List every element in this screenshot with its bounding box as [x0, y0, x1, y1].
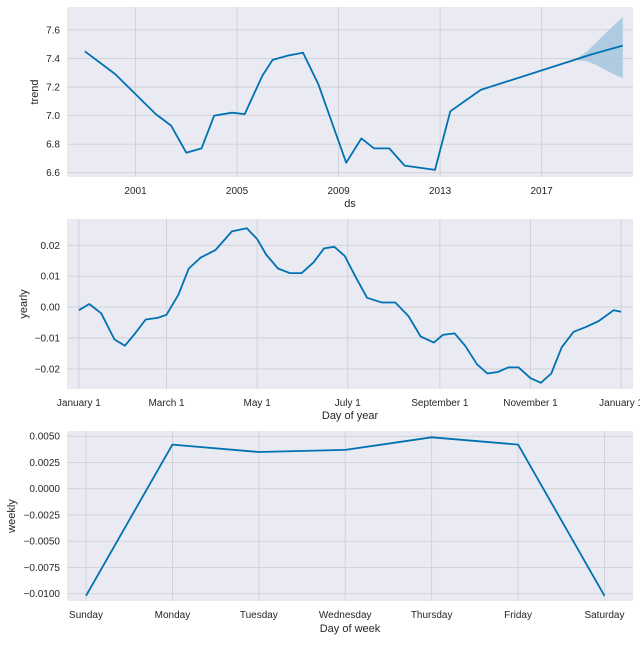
yearly-x-tick-label: January 1	[599, 398, 640, 409]
yearly-x-tick-label: March 1	[148, 398, 185, 409]
weekly-panel: Sunday Monday Tuesday Wednesday Thursday Frid…	[6, 431, 633, 635]
yearly-x-gridlines	[78, 219, 622, 389]
weekly-y-tick-label: −0.0050	[24, 537, 61, 548]
weekly-x-tick-label: Wednesday	[319, 610, 372, 621]
trend-y-gridlines	[67, 29, 633, 174]
weekly-x-gridlines	[85, 431, 605, 601]
weekly-x-tick-label: Tuesday	[240, 610, 278, 621]
yearly-y-tick-label: −0.01	[35, 334, 61, 345]
yearly-plot-area	[67, 219, 633, 389]
weekly-x-tick-label: Friday	[504, 610, 532, 621]
yearly-x-tick-label: May 1	[244, 398, 272, 409]
trend-y-tick-label: 7.0	[46, 111, 60, 122]
trend-x-ticks: 2001 2005 2009 2013 2017	[124, 186, 553, 197]
yearly-y-tick-label: 0.02	[41, 241, 61, 252]
trend-plot-area	[67, 7, 633, 177]
trend-x-tick-label: 2013	[429, 186, 452, 197]
yearly-y-tick-label: −0.02	[35, 364, 61, 375]
trend-x-tick-label: 2017	[531, 186, 554, 197]
trend-x-tick-label: 2001	[124, 186, 147, 197]
weekly-x-tick-label: Monday	[155, 610, 191, 621]
weekly-x-axis-label: Day of week	[320, 623, 381, 635]
trend-y-tick-label: 7.6	[46, 25, 60, 36]
trend-panel: 2001 2005 2009 2013 2017 6.66.87.07.27.47.6 …	[29, 7, 633, 210]
yearly-panel: January 1 March 1 May 1 July 1 September 1 No…	[18, 219, 640, 422]
yearly-x-axis-label: Day of year	[322, 410, 379, 422]
weekly-y-tick-label: 0.0000	[29, 484, 60, 495]
trend-x-tick-label: 2009	[327, 186, 350, 197]
trend-line	[84, 44, 624, 171]
yearly-x-tick-label: January 1	[57, 398, 101, 409]
yearly-x-ticks: January 1 March 1 May 1 July 1 September 1 No…	[57, 398, 640, 409]
trend-x-axis-label: ds	[344, 198, 356, 210]
trend-y-tick-label: 6.6	[46, 168, 60, 179]
weekly-plot-area	[67, 431, 633, 601]
weekly-y-tick-label: −0.0075	[24, 563, 61, 574]
trend-y-tick-label: 7.2	[46, 83, 60, 94]
weekly-seasonality-line	[85, 436, 606, 597]
yearly-y-axis-label: yearly	[18, 289, 30, 319]
weekly-y-axis-label: weekly	[6, 499, 18, 534]
yearly-x-tick-label: November 1	[503, 398, 558, 409]
trend-y-axis-label: trend	[29, 79, 41, 104]
yearly-x-tick-label: September 1	[411, 398, 469, 409]
yearly-y-gridlines	[67, 244, 633, 370]
weekly-x-tick-label: Thursday	[411, 610, 453, 621]
trend-uncertainty-band	[574, 17, 623, 79]
yearly-y-ticks: −0.02 −0.01 0.00 0.01 0.02	[35, 241, 61, 376]
weekly-y-tick-label: −0.0100	[24, 589, 61, 600]
yearly-y-tick-label: 0.00	[41, 303, 61, 314]
weekly-y-tick-label: 0.0050	[29, 432, 60, 443]
weekly-y-tick-label: 0.0025	[29, 458, 60, 469]
weekly-y-ticks: −0.0100 −0.0075 −0.0050 −0.0025 0.0000 0.0025…	[24, 432, 61, 600]
trend-y-tick-label: 7.4	[46, 54, 60, 65]
yearly-seasonality-line	[78, 227, 622, 384]
weekly-y-gridlines	[67, 435, 633, 595]
trend-x-tick-label: 2005	[226, 186, 249, 197]
weekly-y-tick-label: −0.0025	[24, 510, 61, 521]
yearly-x-tick-label: July 1	[335, 398, 362, 409]
trend-y-tick-label: 6.8	[46, 140, 60, 151]
weekly-x-ticks: Sunday Monday Tuesday Wednesday Thursday Frid…	[69, 610, 624, 621]
yearly-y-tick-label: 0.01	[41, 272, 61, 283]
weekly-x-tick-label: Saturday	[584, 610, 624, 621]
trend-y-ticks: 6.6 6.8 7.0 7.2 7.4 7.6	[46, 25, 60, 179]
weekly-x-tick-label: Sunday	[69, 610, 103, 621]
